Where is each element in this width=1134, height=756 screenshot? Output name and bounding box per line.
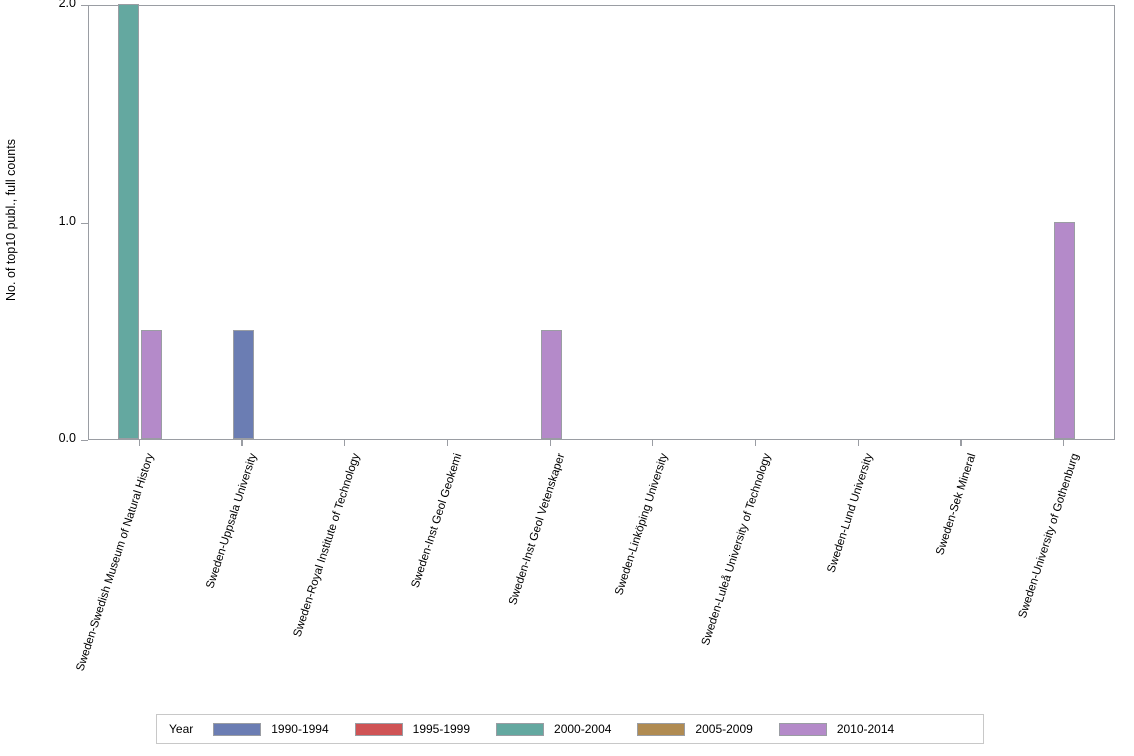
y-tick: 1.0 <box>0 214 88 228</box>
plot-bars-layer <box>89 4 1114 439</box>
x-tick-mark <box>754 440 757 446</box>
legend-entry[interactable]: 2000-2004 <box>496 722 611 736</box>
bar <box>141 330 163 439</box>
x-tick-mark <box>138 440 140 446</box>
x-tick-mark <box>857 440 859 446</box>
legend-entries: 1990-1994 1995-1999 2000-2004 2005-2009 2010… <box>213 722 920 736</box>
y-tick: 2.0 <box>0 0 88 10</box>
plot-area <box>88 4 1115 440</box>
x-axis-label: Sweden-Uppsala University <box>204 452 260 591</box>
legend-entry[interactable]: 1995-1999 <box>354 722 471 736</box>
x-tick-mark <box>344 440 346 446</box>
legend-swatch <box>354 722 403 736</box>
x-tick-mark <box>549 440 551 446</box>
x-tick-mark <box>1063 440 1065 446</box>
legend-label: 1995-1999 <box>412 722 471 736</box>
x-axis-label: Sweden-Royal Institute of Technology <box>291 452 363 639</box>
y-tick-mark <box>81 222 88 224</box>
legend: Year 1990-1994 1995-1999 2000-2004 2005-200… <box>156 714 984 744</box>
x-axis-label: Sweden-Luleå University of Technology <box>699 452 773 648</box>
legend-entry[interactable]: 2010-2014 <box>778 722 895 736</box>
x-axis-label: Sweden-Lund University <box>825 452 876 575</box>
legend-swatch <box>213 722 262 736</box>
legend-label: 2000-2004 <box>554 722 612 736</box>
legend-entry[interactable]: 1990-1994 <box>213 722 329 736</box>
bar <box>232 330 254 439</box>
legend-entry[interactable]: 2005-2009 <box>637 722 753 736</box>
x-axis-label: Sweden-Inst Geol Geokemi <box>409 452 465 590</box>
bar <box>118 4 140 439</box>
y-axis-title: No. of top10 publ., full counts <box>4 139 18 301</box>
x-axis-label: Sweden-University of Gothenburg <box>1016 452 1082 620</box>
bar <box>1054 221 1076 439</box>
y-tick-mark <box>81 440 88 442</box>
bar <box>540 330 562 439</box>
legend-title: Year <box>169 722 194 736</box>
x-axis-label: Sweden-Swedish Museum of Natural History <box>74 452 157 673</box>
y-tick: 0.0 <box>0 431 88 445</box>
x-axis-label: Sweden-Linköping University <box>613 452 671 597</box>
legend-label: 2005-2009 <box>695 722 753 736</box>
legend-label: 1990-1994 <box>271 722 329 736</box>
x-axis-label: Sweden-Sek Mineral <box>934 452 979 557</box>
y-tick-label: 0.0 <box>58 431 76 445</box>
legend-label: 2010-2014 <box>836 722 895 736</box>
x-tick-mark <box>652 440 654 446</box>
y-tick-label: 1.0 <box>58 213 76 228</box>
x-tick-mark <box>241 440 243 446</box>
y-tick-label: 2.0 <box>58 0 76 10</box>
x-tick-mark <box>446 440 449 446</box>
x-axis-label: Sweden-Inst Geol Vetenskaper <box>507 452 568 607</box>
y-tick-mark <box>81 5 88 7</box>
legend-swatch <box>637 722 686 736</box>
x-tick-mark <box>960 440 962 446</box>
legend-swatch <box>496 722 545 736</box>
legend-swatch <box>778 722 827 736</box>
